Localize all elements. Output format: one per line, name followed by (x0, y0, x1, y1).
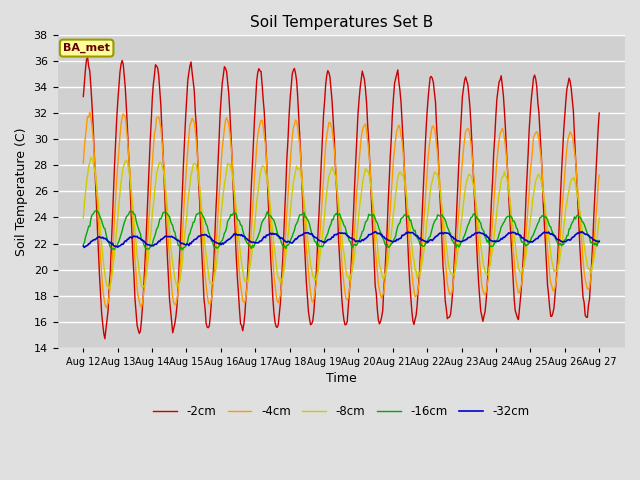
-4cm (102, 305, 110, 311)
Legend: -2cm, -4cm, -8cm, -16cm, -32cm: -2cm, -4cm, -8cm, -16cm, -32cm (148, 400, 534, 423)
-2cm (395, 79, 403, 85)
-2cm (84, 55, 92, 61)
-32cm (298, 232, 306, 238)
-4cm (550, 288, 558, 294)
-16cm (92, 208, 100, 214)
-32cm (595, 239, 603, 244)
-8cm (371, 210, 378, 216)
-2cm (595, 110, 603, 116)
-4cm (461, 136, 468, 142)
-8cm (395, 171, 403, 177)
X-axis label: Time: Time (326, 372, 356, 385)
-2cm (299, 206, 307, 212)
-8cm (550, 269, 558, 275)
-32cm (394, 237, 402, 243)
-16cm (595, 238, 603, 243)
-8cm (242, 278, 250, 284)
Line: -32cm: -32cm (83, 232, 599, 248)
-32cm (578, 229, 586, 235)
Line: -2cm: -2cm (83, 58, 599, 339)
-2cm (242, 294, 250, 300)
-8cm (299, 188, 307, 193)
Title: Soil Temperatures Set B: Soil Temperatures Set B (250, 15, 433, 30)
-4cm (299, 191, 307, 197)
-2cm (550, 305, 558, 311)
-2cm (101, 336, 109, 342)
Y-axis label: Soil Temperature (C): Soil Temperature (C) (15, 127, 28, 256)
-16cm (299, 211, 307, 216)
-16cm (79, 241, 87, 247)
-32cm (81, 245, 88, 251)
-4cm (79, 160, 87, 166)
-32cm (549, 232, 557, 238)
-8cm (461, 192, 468, 198)
-16cm (371, 213, 378, 218)
-32cm (241, 234, 249, 240)
Text: BA_met: BA_met (63, 43, 110, 53)
-4cm (242, 294, 250, 300)
-16cm (550, 233, 558, 239)
-32cm (369, 230, 377, 236)
-16cm (242, 238, 250, 243)
-8cm (595, 215, 603, 221)
-2cm (461, 77, 468, 83)
-2cm (371, 256, 378, 262)
-4cm (595, 172, 603, 178)
-8cm (106, 286, 113, 292)
Line: -8cm: -8cm (83, 157, 599, 289)
Line: -16cm: -16cm (83, 211, 599, 250)
-16cm (395, 221, 403, 227)
-4cm (86, 109, 93, 115)
-8cm (87, 155, 95, 160)
Line: -4cm: -4cm (83, 112, 599, 308)
-2cm (79, 94, 87, 99)
-32cm (460, 238, 467, 243)
-4cm (395, 122, 403, 128)
-8cm (79, 215, 87, 221)
-16cm (179, 247, 186, 252)
-4cm (371, 226, 378, 231)
-16cm (461, 233, 468, 239)
-32cm (79, 243, 87, 249)
